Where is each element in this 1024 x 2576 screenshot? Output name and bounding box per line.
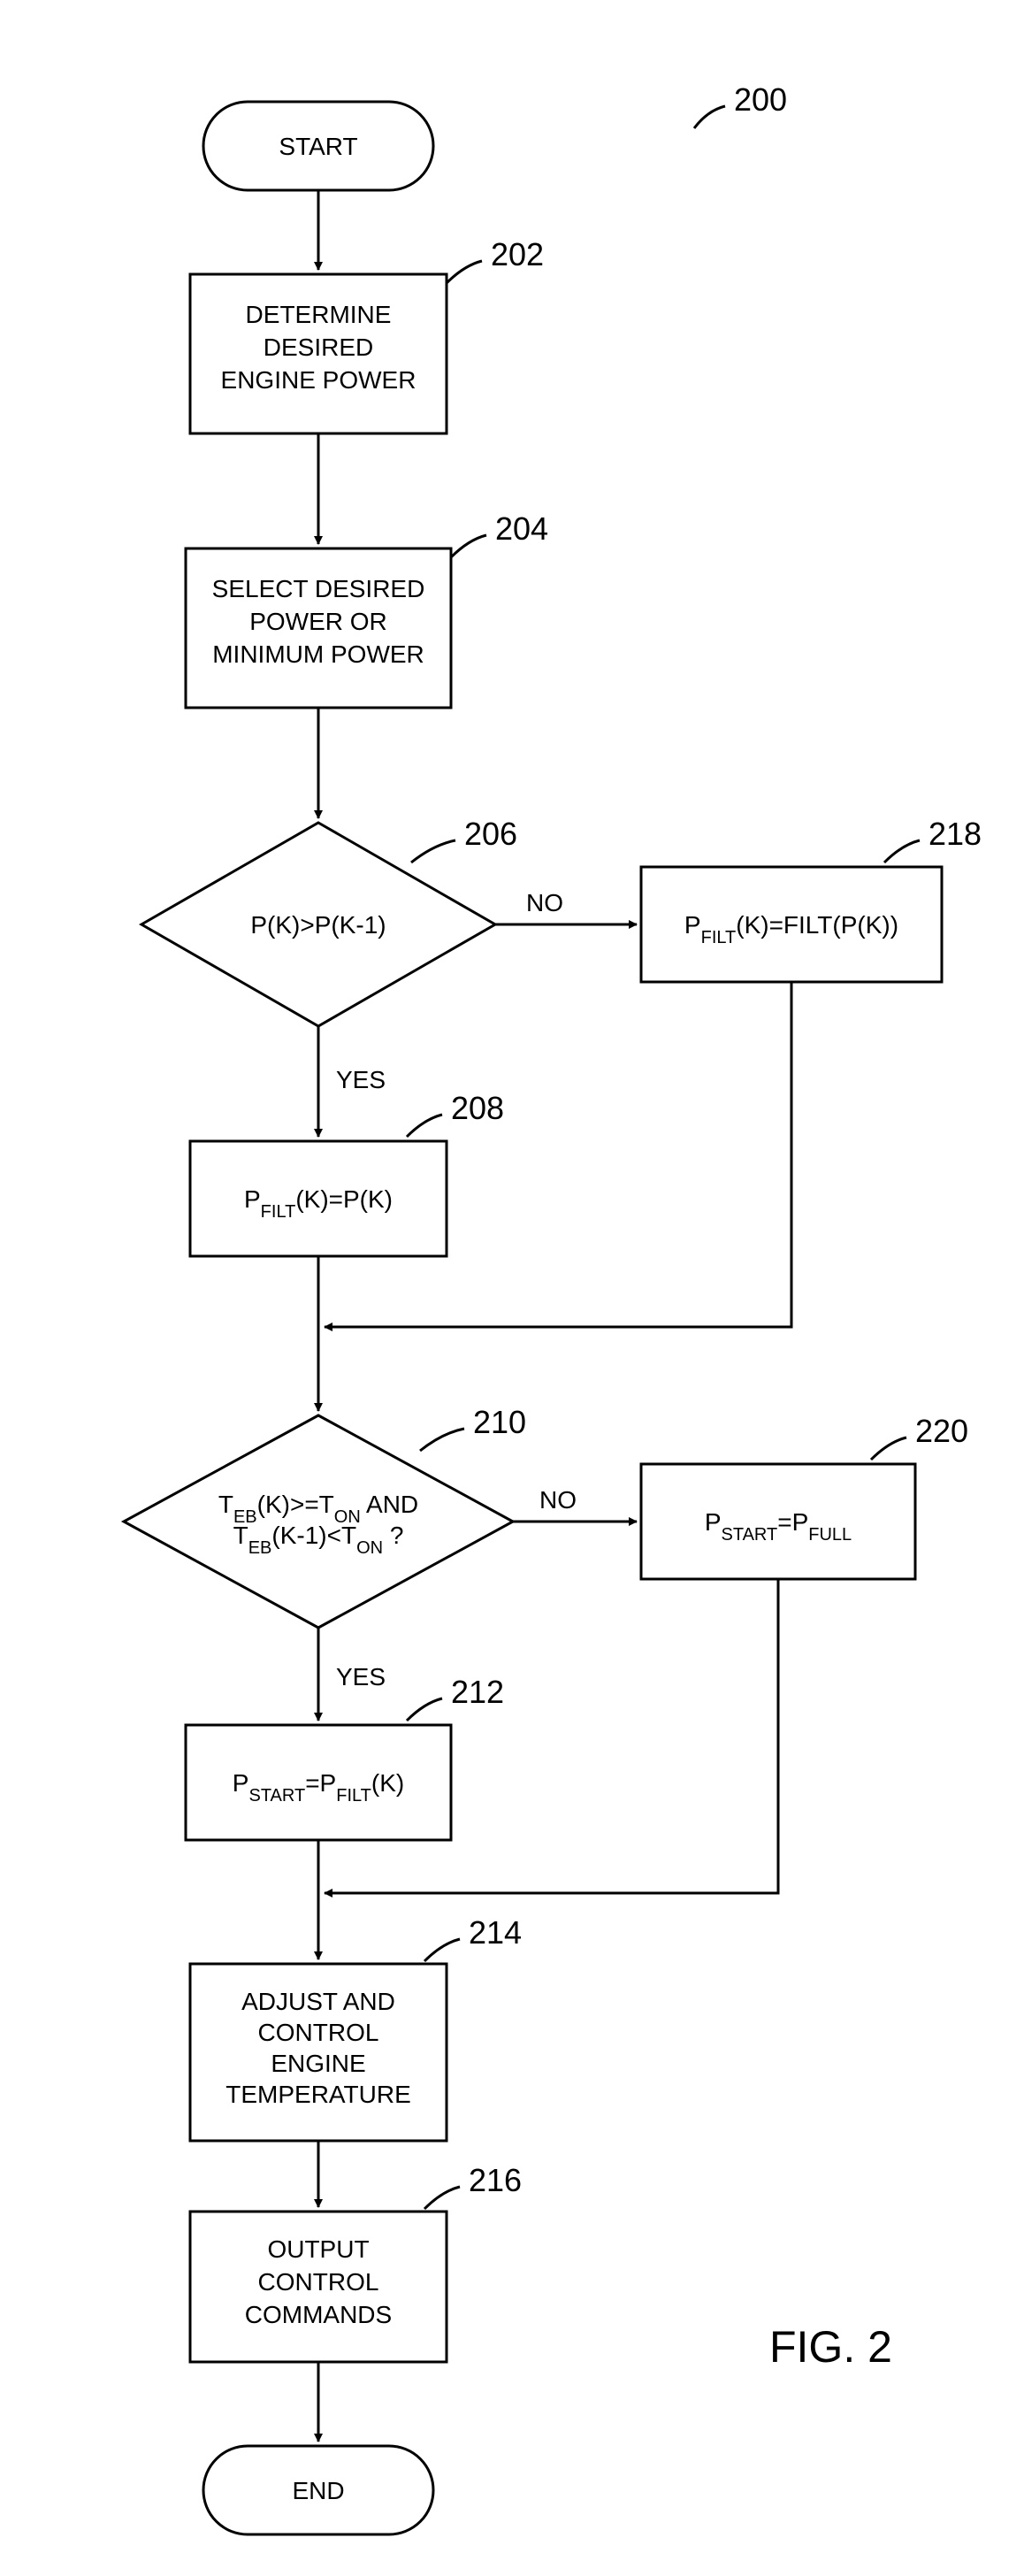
label-216-l3: COMMANDS: [245, 2301, 392, 2328]
ref-206: 206: [464, 816, 517, 852]
label-216-l2: CONTROL: [258, 2268, 379, 2296]
ref-214: 214: [469, 1914, 522, 1951]
label-204-l3: MINIMUM POWER: [212, 640, 424, 668]
label-216-l1: OUTPUT: [267, 2235, 369, 2263]
ref-arc-218: [884, 840, 920, 862]
label-204-l1: SELECT DESIRED: [212, 575, 425, 602]
ref-arc-202: [447, 261, 482, 283]
label-214-l4: TEMPERATURE: [225, 2081, 411, 2108]
label-204-l2: POWER OR: [249, 608, 387, 635]
ref-arc-208: [407, 1115, 442, 1137]
label-end: END: [292, 2477, 344, 2504]
flowchart-diagram: 200 START DETERMINE DESIRED ENGINE POWER…: [0, 0, 1024, 2576]
label-214-l1: ADJUST AND: [241, 1988, 395, 2015]
ref-arc-200: [694, 106, 725, 128]
ref-arc-220: [871, 1438, 906, 1460]
ref-200: 200: [734, 81, 787, 118]
ref-arc-212: [407, 1698, 442, 1721]
figure-label: FIG. 2: [769, 2322, 892, 2372]
ref-210: 210: [473, 1404, 526, 1440]
ref-212: 212: [451, 1674, 504, 1710]
branch-210-no: NO: [539, 1486, 577, 1514]
label-206: P(K)>P(K-1): [250, 911, 386, 939]
ref-218: 218: [928, 816, 982, 852]
label-202-l3: ENGINE POWER: [221, 366, 416, 394]
label-214-l2: CONTROL: [258, 2019, 379, 2046]
label-202-l2: DESIRED: [264, 334, 373, 361]
label-202-l1: DETERMINE: [246, 301, 392, 328]
label-start: START: [279, 133, 357, 160]
branch-206-no: NO: [526, 889, 563, 916]
ref-arc-204: [451, 535, 486, 557]
ref-arc-214: [424, 1939, 460, 1961]
ref-arc-206: [411, 840, 455, 862]
ref-204: 204: [495, 510, 548, 547]
ref-202: 202: [491, 236, 544, 272]
ref-216: 216: [469, 2162, 522, 2198]
ref-220: 220: [915, 1413, 968, 1449]
ref-arc-216: [424, 2187, 460, 2209]
branch-206-yes: YES: [336, 1066, 386, 1093]
ref-arc-210: [420, 1429, 464, 1451]
branch-210-yes: YES: [336, 1663, 386, 1690]
label-214-l3: ENGINE: [271, 2050, 365, 2077]
ref-208: 208: [451, 1090, 504, 1126]
